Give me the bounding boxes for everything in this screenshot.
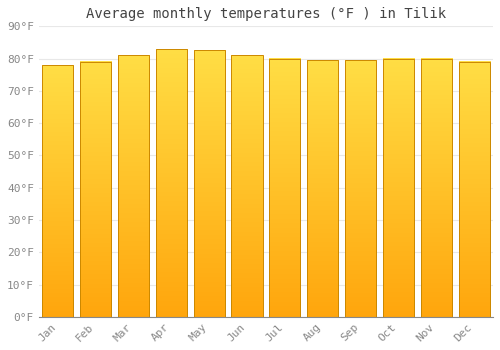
Bar — [383, 58, 414, 317]
Bar — [80, 62, 111, 317]
Bar — [270, 58, 300, 317]
Bar — [345, 60, 376, 317]
Bar — [194, 50, 224, 317]
Bar — [156, 49, 187, 317]
Bar — [307, 60, 338, 317]
Bar — [118, 55, 149, 317]
Bar — [458, 62, 490, 317]
Bar — [421, 58, 452, 317]
Bar — [232, 55, 262, 317]
Bar — [42, 65, 74, 317]
Title: Average monthly temperatures (°F ) in Tilik: Average monthly temperatures (°F ) in Ti… — [86, 7, 446, 21]
